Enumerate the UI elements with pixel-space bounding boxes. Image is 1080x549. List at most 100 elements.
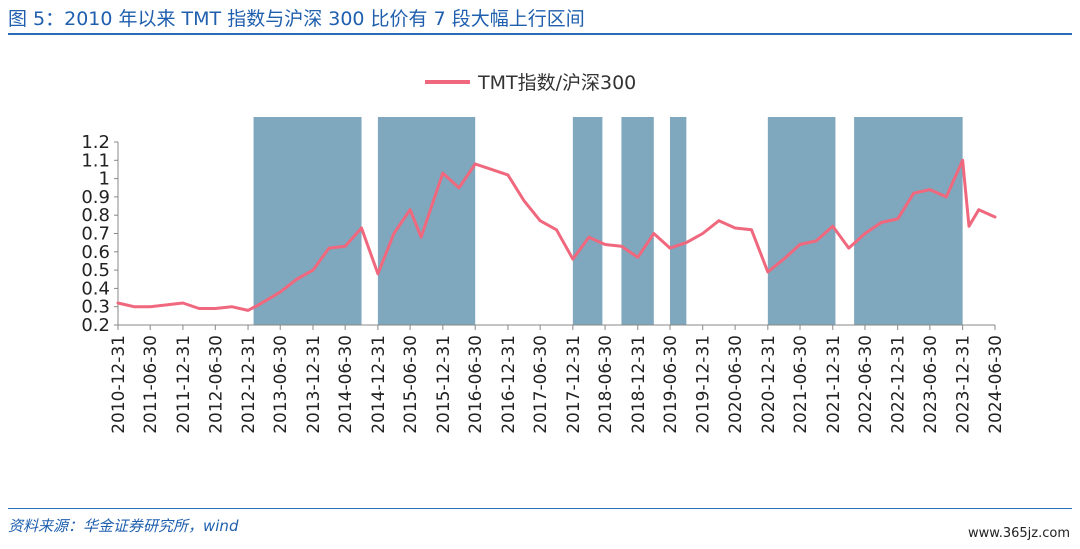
series-point <box>181 301 185 305</box>
series-point <box>571 257 575 261</box>
series-point <box>214 307 217 310</box>
series-point <box>376 272 380 275</box>
x-tick-label: 2022-12-31 <box>889 335 909 434</box>
legend-label: TMT指数/沪深300 <box>477 72 636 94</box>
series-point <box>863 232 867 235</box>
series-point <box>668 246 672 250</box>
series-point <box>961 159 964 162</box>
series-point <box>230 305 233 308</box>
series-point <box>815 239 818 243</box>
uptrend-band-3 <box>572 117 603 325</box>
series-point <box>392 232 396 235</box>
header-divider <box>8 33 1072 35</box>
y-tick-label: 0.2 <box>81 315 110 336</box>
series-point <box>257 303 260 307</box>
footer-divider <box>8 508 1072 509</box>
x-tick-label: 2021-12-31 <box>824 335 844 434</box>
series-point <box>782 257 786 261</box>
source-note: 资料来源：华金证券研究所，wind <box>8 517 239 535</box>
series-point <box>165 303 168 307</box>
series-point <box>441 171 445 175</box>
x-tick-label: 2017-06-30 <box>531 335 551 434</box>
x-tick-label: 2012-12-31 <box>239 335 259 434</box>
x-tick-label: 2021-06-30 <box>791 335 811 434</box>
series-point <box>620 245 623 248</box>
series-point <box>279 290 282 294</box>
series-point <box>993 215 997 219</box>
series-point <box>717 219 721 222</box>
x-tick-label: 2011-06-30 <box>141 335 161 434</box>
x-tick-label: 2012-06-30 <box>206 335 226 434</box>
series-point <box>522 199 526 202</box>
series-point <box>928 188 932 191</box>
series-point <box>847 246 850 250</box>
x-tick-label: 2011-12-31 <box>174 335 194 434</box>
series-point <box>311 268 315 272</box>
series-point <box>798 243 802 246</box>
page-title: 图 5：2010 年以来 TMT 指数与沪深 300 比价有 7 段大幅上行区间 <box>8 8 585 30</box>
x-tick-label: 2024-06-30 <box>986 335 1006 434</box>
y-tick-label: 1.2 <box>81 132 110 153</box>
series-point <box>132 305 136 308</box>
series-line-tmt-ratio <box>116 158 997 312</box>
series-point <box>457 186 461 189</box>
x-tick-label: 2023-06-30 <box>921 335 941 434</box>
series-point <box>197 307 201 310</box>
y-tick-label: 0.4 <box>81 278 110 299</box>
x-tick-label: 2019-06-30 <box>661 335 681 434</box>
x-tick-label: 2015-12-31 <box>434 335 454 434</box>
series-point <box>733 226 737 230</box>
uptrend-band-6 <box>767 117 836 325</box>
y-tick-label: 1.1 <box>81 150 110 171</box>
x-tick-label: 2010-12-31 <box>109 335 129 434</box>
series-point <box>408 208 412 211</box>
axes: 0.20.30.40.50.60.70.80.911.11.2 2010-12-3… <box>81 132 1006 434</box>
y-tick-label: 1 <box>99 169 110 190</box>
series-point <box>685 241 688 244</box>
series-point <box>360 226 363 230</box>
x-tick-label: 2014-06-30 <box>336 335 356 434</box>
x-tick-label: 2023-12-31 <box>954 335 974 434</box>
y-tick-label: 0.7 <box>81 224 110 245</box>
series-point <box>945 195 948 199</box>
series-point <box>603 243 607 246</box>
x-tick-label: 2018-06-30 <box>596 335 616 434</box>
series-point <box>538 219 542 222</box>
series-point <box>327 246 331 250</box>
x-tick-label: 2020-12-31 <box>759 335 779 434</box>
x-tick-label: 2022-06-30 <box>856 335 876 434</box>
series-point <box>295 278 298 281</box>
series-point <box>652 232 656 235</box>
x-tick-label: 2013-12-31 <box>304 335 324 434</box>
uptrend-band-5 <box>669 117 687 325</box>
series-point <box>419 235 423 239</box>
series-point <box>587 235 591 239</box>
series-point <box>880 221 883 224</box>
watermark: www.365jz.com <box>968 526 1070 541</box>
y-tick-label: 0.8 <box>81 205 110 226</box>
y-tick-label: 0.3 <box>81 297 110 318</box>
series-point <box>246 309 250 312</box>
series-layer <box>116 158 997 312</box>
x-tick-label: 2014-12-31 <box>369 335 389 434</box>
series-point <box>148 305 152 308</box>
series-point <box>967 224 971 228</box>
x-tick-label: 2016-06-30 <box>466 335 486 434</box>
uptrend-band-4 <box>621 117 654 325</box>
uptrend-band-7 <box>854 117 963 325</box>
series-point <box>343 245 347 248</box>
y-tick-label: 0.6 <box>81 242 110 263</box>
series-point <box>831 224 834 228</box>
x-tick-label: 2013-06-30 <box>271 335 291 434</box>
uptrend-bands <box>253 117 963 325</box>
series-point <box>896 217 899 221</box>
series-point <box>506 173 510 177</box>
x-tick-label: 2018-12-31 <box>629 335 649 434</box>
x-tick-label: 2016-12-31 <box>499 335 519 434</box>
y-tick-label: 0.9 <box>81 187 110 208</box>
x-tick-label: 2020-06-30 <box>726 335 746 434</box>
series-point <box>474 162 477 166</box>
series-point <box>555 228 558 232</box>
series-point <box>912 192 915 195</box>
